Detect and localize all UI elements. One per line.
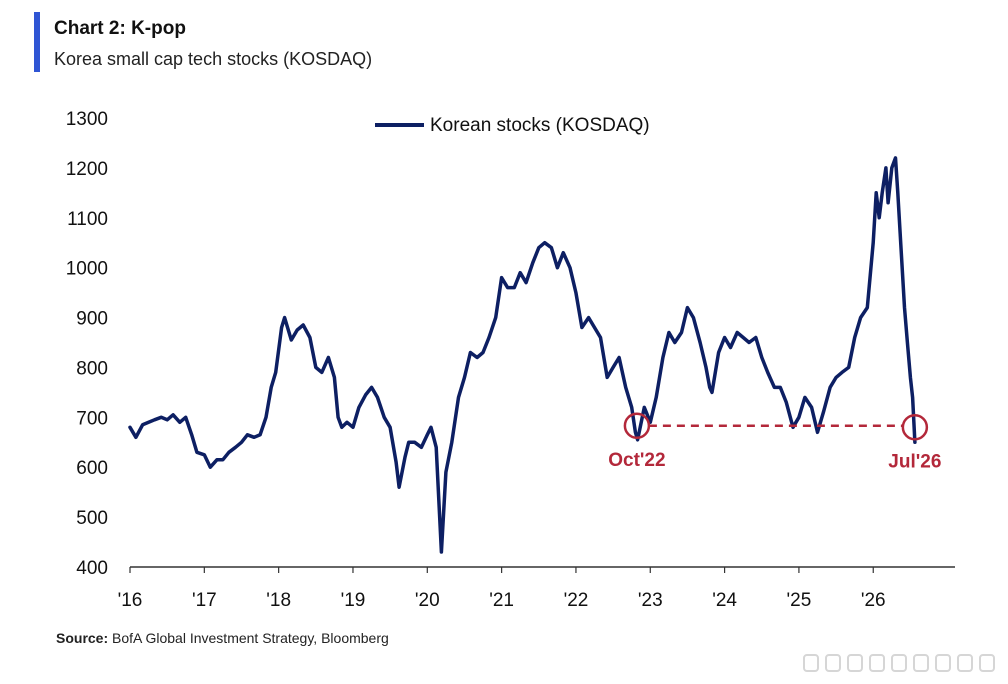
x-tick-label: '21 bbox=[489, 590, 514, 611]
y-tick-label: 600 bbox=[76, 458, 108, 479]
y-tick-label: 700 bbox=[76, 408, 108, 429]
y-tick-label: 400 bbox=[76, 558, 108, 579]
y-tick-label: 900 bbox=[76, 309, 108, 330]
marker-label: Oct'22 bbox=[608, 450, 665, 471]
y-tick-label: 1200 bbox=[66, 159, 108, 180]
x-tick-label: '26 bbox=[861, 590, 886, 611]
marker-circle bbox=[623, 412, 651, 440]
y-tick-label: 1300 bbox=[66, 109, 108, 130]
marker-circle bbox=[901, 414, 929, 441]
header-accent-bar bbox=[34, 12, 40, 72]
x-tick-label: '19 bbox=[341, 590, 366, 611]
x-tick-label: '23 bbox=[638, 590, 663, 611]
chart-subtitle: Korea small cap tech stocks (KOSDAQ) bbox=[54, 49, 373, 69]
legend-label-kosdaq: Korean stocks (KOSDAQ) bbox=[430, 115, 650, 136]
x-tick-label: '17 bbox=[192, 590, 217, 611]
x-tick-label: '16 bbox=[118, 590, 143, 611]
x-tick-label: '24 bbox=[712, 590, 737, 611]
y-tick-label: 800 bbox=[76, 358, 108, 379]
y-tick-label: 1100 bbox=[67, 209, 108, 230]
x-tick-label: '18 bbox=[266, 590, 291, 611]
marker-label: Jul'26 bbox=[888, 451, 941, 472]
source-label: Source: bbox=[56, 630, 109, 646]
source-text: BofA Global Investment Strategy, Bloombe… bbox=[108, 630, 389, 646]
x-tick-label: '20 bbox=[415, 590, 440, 611]
source-note: Source: BofA Global Investment Strategy,… bbox=[56, 630, 389, 646]
series-line-kosdaq bbox=[128, 156, 917, 554]
footer-watermark-glyphs bbox=[803, 654, 995, 672]
chart-title: Chart 2: K-pop bbox=[54, 18, 186, 39]
y-tick-label: 1000 bbox=[66, 259, 108, 280]
x-tick-label: '22 bbox=[564, 590, 589, 611]
x-tick-label: '25 bbox=[787, 590, 812, 611]
y-tick-label: 500 bbox=[76, 508, 108, 529]
